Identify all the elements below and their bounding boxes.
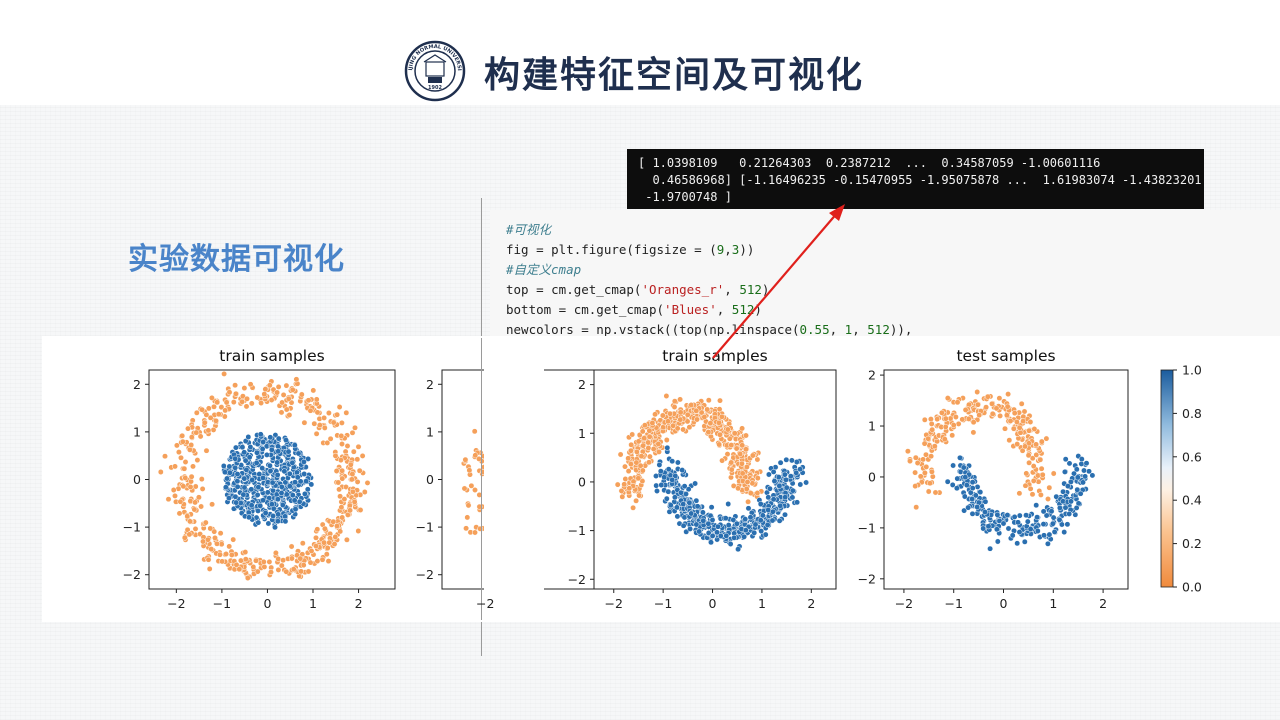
- code-block: #可视化 fig = plt.figure(figsize = (9,3)) #自定…: [506, 220, 912, 340]
- code-line: top = cm.get_cmap('Oranges_r', 512): [506, 282, 770, 297]
- svg-text:1902: 1902: [428, 85, 442, 91]
- slide-subtitle: 实验数据可视化: [128, 242, 345, 277]
- code-line: fig = plt.figure(figsize = (9,3)): [506, 242, 755, 257]
- university-seal-logo: BEIJING NORMAL UNIVERSITY 1902: [404, 40, 466, 102]
- scatter-figure: [42, 336, 1280, 622]
- slide-title: 构建特征空间及可视化: [484, 55, 865, 96]
- terminal-text: [ 1.0398109 0.21264303 0.2387212 ... 0.3…: [638, 155, 1202, 206]
- terminal-line: 0.46586968] [-1.16496235 -0.15470955 -1.…: [638, 173, 1202, 187]
- terminal-line: -1.9700748 ]: [638, 190, 732, 204]
- code-line: bottom = cm.get_cmap('Blues', 512): [506, 302, 762, 317]
- code-line: #自定义cmap: [506, 262, 582, 277]
- terminal-line: [ 1.0398109 0.21264303 0.2387212 ... 0.3…: [638, 156, 1101, 170]
- code-line: #可视化: [506, 222, 552, 237]
